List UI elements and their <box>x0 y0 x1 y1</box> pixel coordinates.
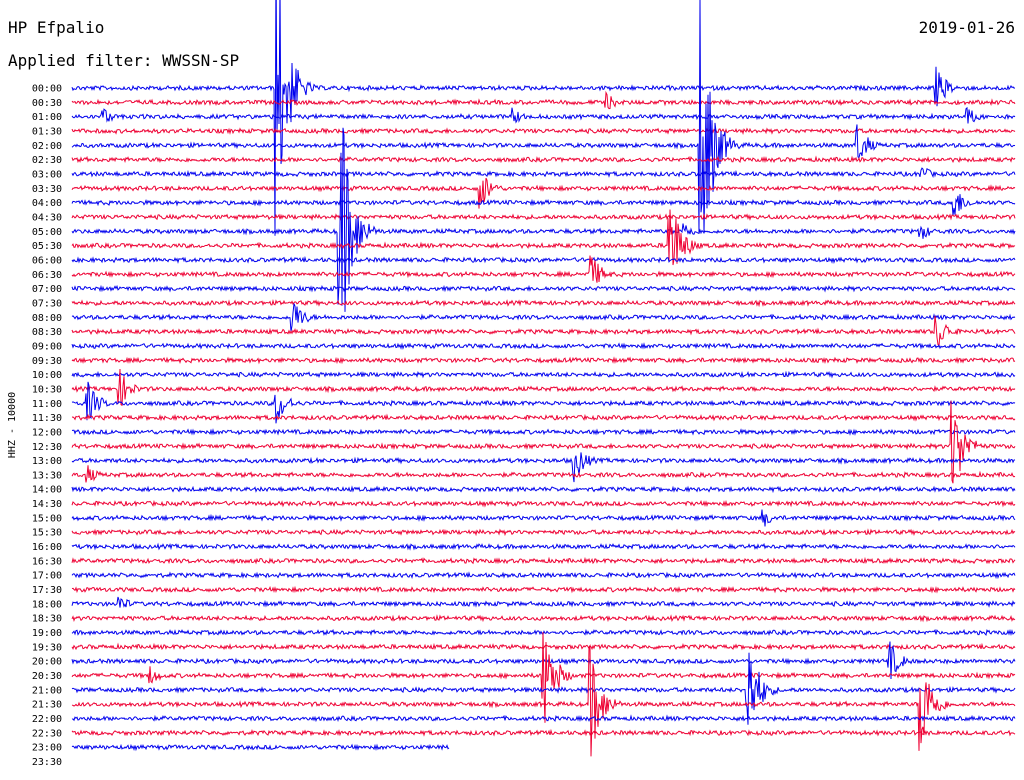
tick-label: 01:30 <box>32 126 62 137</box>
trace-line <box>71 370 1016 379</box>
tick-label: 16:00 <box>32 542 62 553</box>
trace-line <box>71 714 1016 723</box>
tick-label: 10:30 <box>32 384 62 395</box>
tick-label: 10:00 <box>32 370 62 381</box>
tick-label: 08:30 <box>32 327 62 338</box>
trace-line <box>71 465 1016 483</box>
tick-label: 15:30 <box>32 528 62 539</box>
tick-label: 04:00 <box>32 198 62 209</box>
tick-label: 19:30 <box>32 642 62 653</box>
tick-label: 01:00 <box>32 112 62 123</box>
trace-line <box>71 728 1016 737</box>
tick-label: 22:00 <box>32 714 62 725</box>
tick-label: 07:00 <box>32 284 62 295</box>
tick-label: 04:30 <box>32 212 62 223</box>
tick-label: 18:00 <box>32 599 62 610</box>
trace-line <box>71 428 1016 436</box>
tick-label: 23:00 <box>32 743 62 754</box>
tick-label-group: 00:00 00:30 01:00 01:30 02:00 02:30 03:00 03:30… <box>32 84 62 769</box>
trace-line <box>71 381 1016 424</box>
trace-line <box>71 212 1016 221</box>
trace-line <box>71 528 1016 537</box>
tick-label: 06:30 <box>32 270 62 281</box>
trace-line <box>71 315 1016 347</box>
tick-label: 00:00 <box>32 84 62 95</box>
tick-label: 05:00 <box>32 227 62 238</box>
trace-line <box>71 614 1016 623</box>
tick-label: 11:00 <box>32 399 62 410</box>
tick-label: 17:00 <box>32 571 62 582</box>
trace-line <box>71 342 1016 350</box>
tick-label: 13:30 <box>32 470 62 481</box>
trace-line <box>71 167 1016 179</box>
trace-line <box>71 413 1016 422</box>
trace-line <box>71 90 1016 110</box>
tick-label: 23:30 <box>32 757 62 768</box>
trace-line <box>71 542 1016 551</box>
trace-line <box>71 298 1016 308</box>
trace-line <box>71 0 1016 234</box>
trace-line <box>71 596 1016 608</box>
trace-line <box>71 0 1016 236</box>
trace-line <box>71 127 1016 312</box>
tick-label: 14:30 <box>32 499 62 510</box>
tick-label: 03:30 <box>32 184 62 195</box>
trace-line <box>71 194 1016 216</box>
tick-label: 05:30 <box>32 241 62 252</box>
trace-line <box>71 499 1016 508</box>
tick-label: 16:30 <box>32 556 62 567</box>
tick-label: 21:00 <box>32 685 62 696</box>
tick-label: 06:00 <box>32 255 62 266</box>
tick-label: 13:00 <box>32 456 62 467</box>
trace-line <box>71 106 1016 124</box>
trace-line <box>71 556 1016 565</box>
trace-line <box>71 652 1016 725</box>
tick-label: 14:00 <box>32 485 62 496</box>
tick-label: 21:30 <box>32 700 62 711</box>
trace-line <box>71 255 1016 264</box>
trace-line <box>71 155 1016 164</box>
trace-line <box>71 127 1016 135</box>
tick-label: 18:30 <box>32 614 62 625</box>
trace-line <box>71 356 1016 365</box>
y-axis-label: HHZ - 10000 <box>7 392 18 458</box>
tick-label: 19:00 <box>32 628 62 639</box>
tick-label: 07:30 <box>32 298 62 309</box>
date-label: 2019-01-26 <box>918 18 1015 37</box>
tick-label: 15:00 <box>32 513 62 524</box>
tick-label: 09:00 <box>32 341 62 352</box>
tick-label: 22:30 <box>32 728 62 739</box>
tick-label: 00:30 <box>32 98 62 109</box>
tick-label: 09:30 <box>32 356 62 367</box>
trace-line <box>71 509 1016 527</box>
trace-line <box>71 255 1016 283</box>
tick-label: 03:00 <box>32 169 62 180</box>
tick-label: 08:00 <box>32 313 62 324</box>
trace-line <box>71 571 1016 580</box>
trace-line <box>71 284 1016 293</box>
tick-label: 12:00 <box>32 427 62 438</box>
trace-line <box>71 585 1016 594</box>
trace-line <box>71 177 1016 209</box>
trace-line <box>71 400 1016 484</box>
trace-line <box>71 209 1016 266</box>
trace-line <box>71 644 1016 757</box>
trace-line <box>71 303 1016 332</box>
trace-line <box>71 743 450 752</box>
tick-label: 02:00 <box>32 141 62 152</box>
trace-group <box>71 0 1016 757</box>
tick-label: 20:00 <box>32 657 62 668</box>
filter-label: Applied filter: WWSSN-SP <box>8 51 240 70</box>
trace-line <box>71 452 1016 483</box>
station-title: HP Efpalio <box>8 18 105 37</box>
tick-label: 02:30 <box>32 155 62 166</box>
tick-label: 12:30 <box>32 442 62 453</box>
trace-line <box>71 368 1016 407</box>
tick-label: 11:30 <box>32 413 62 424</box>
tick-label: 17:30 <box>32 585 62 596</box>
trace-line <box>71 485 1016 494</box>
tick-label: 20:30 <box>32 671 62 682</box>
trace-line <box>71 631 1016 723</box>
